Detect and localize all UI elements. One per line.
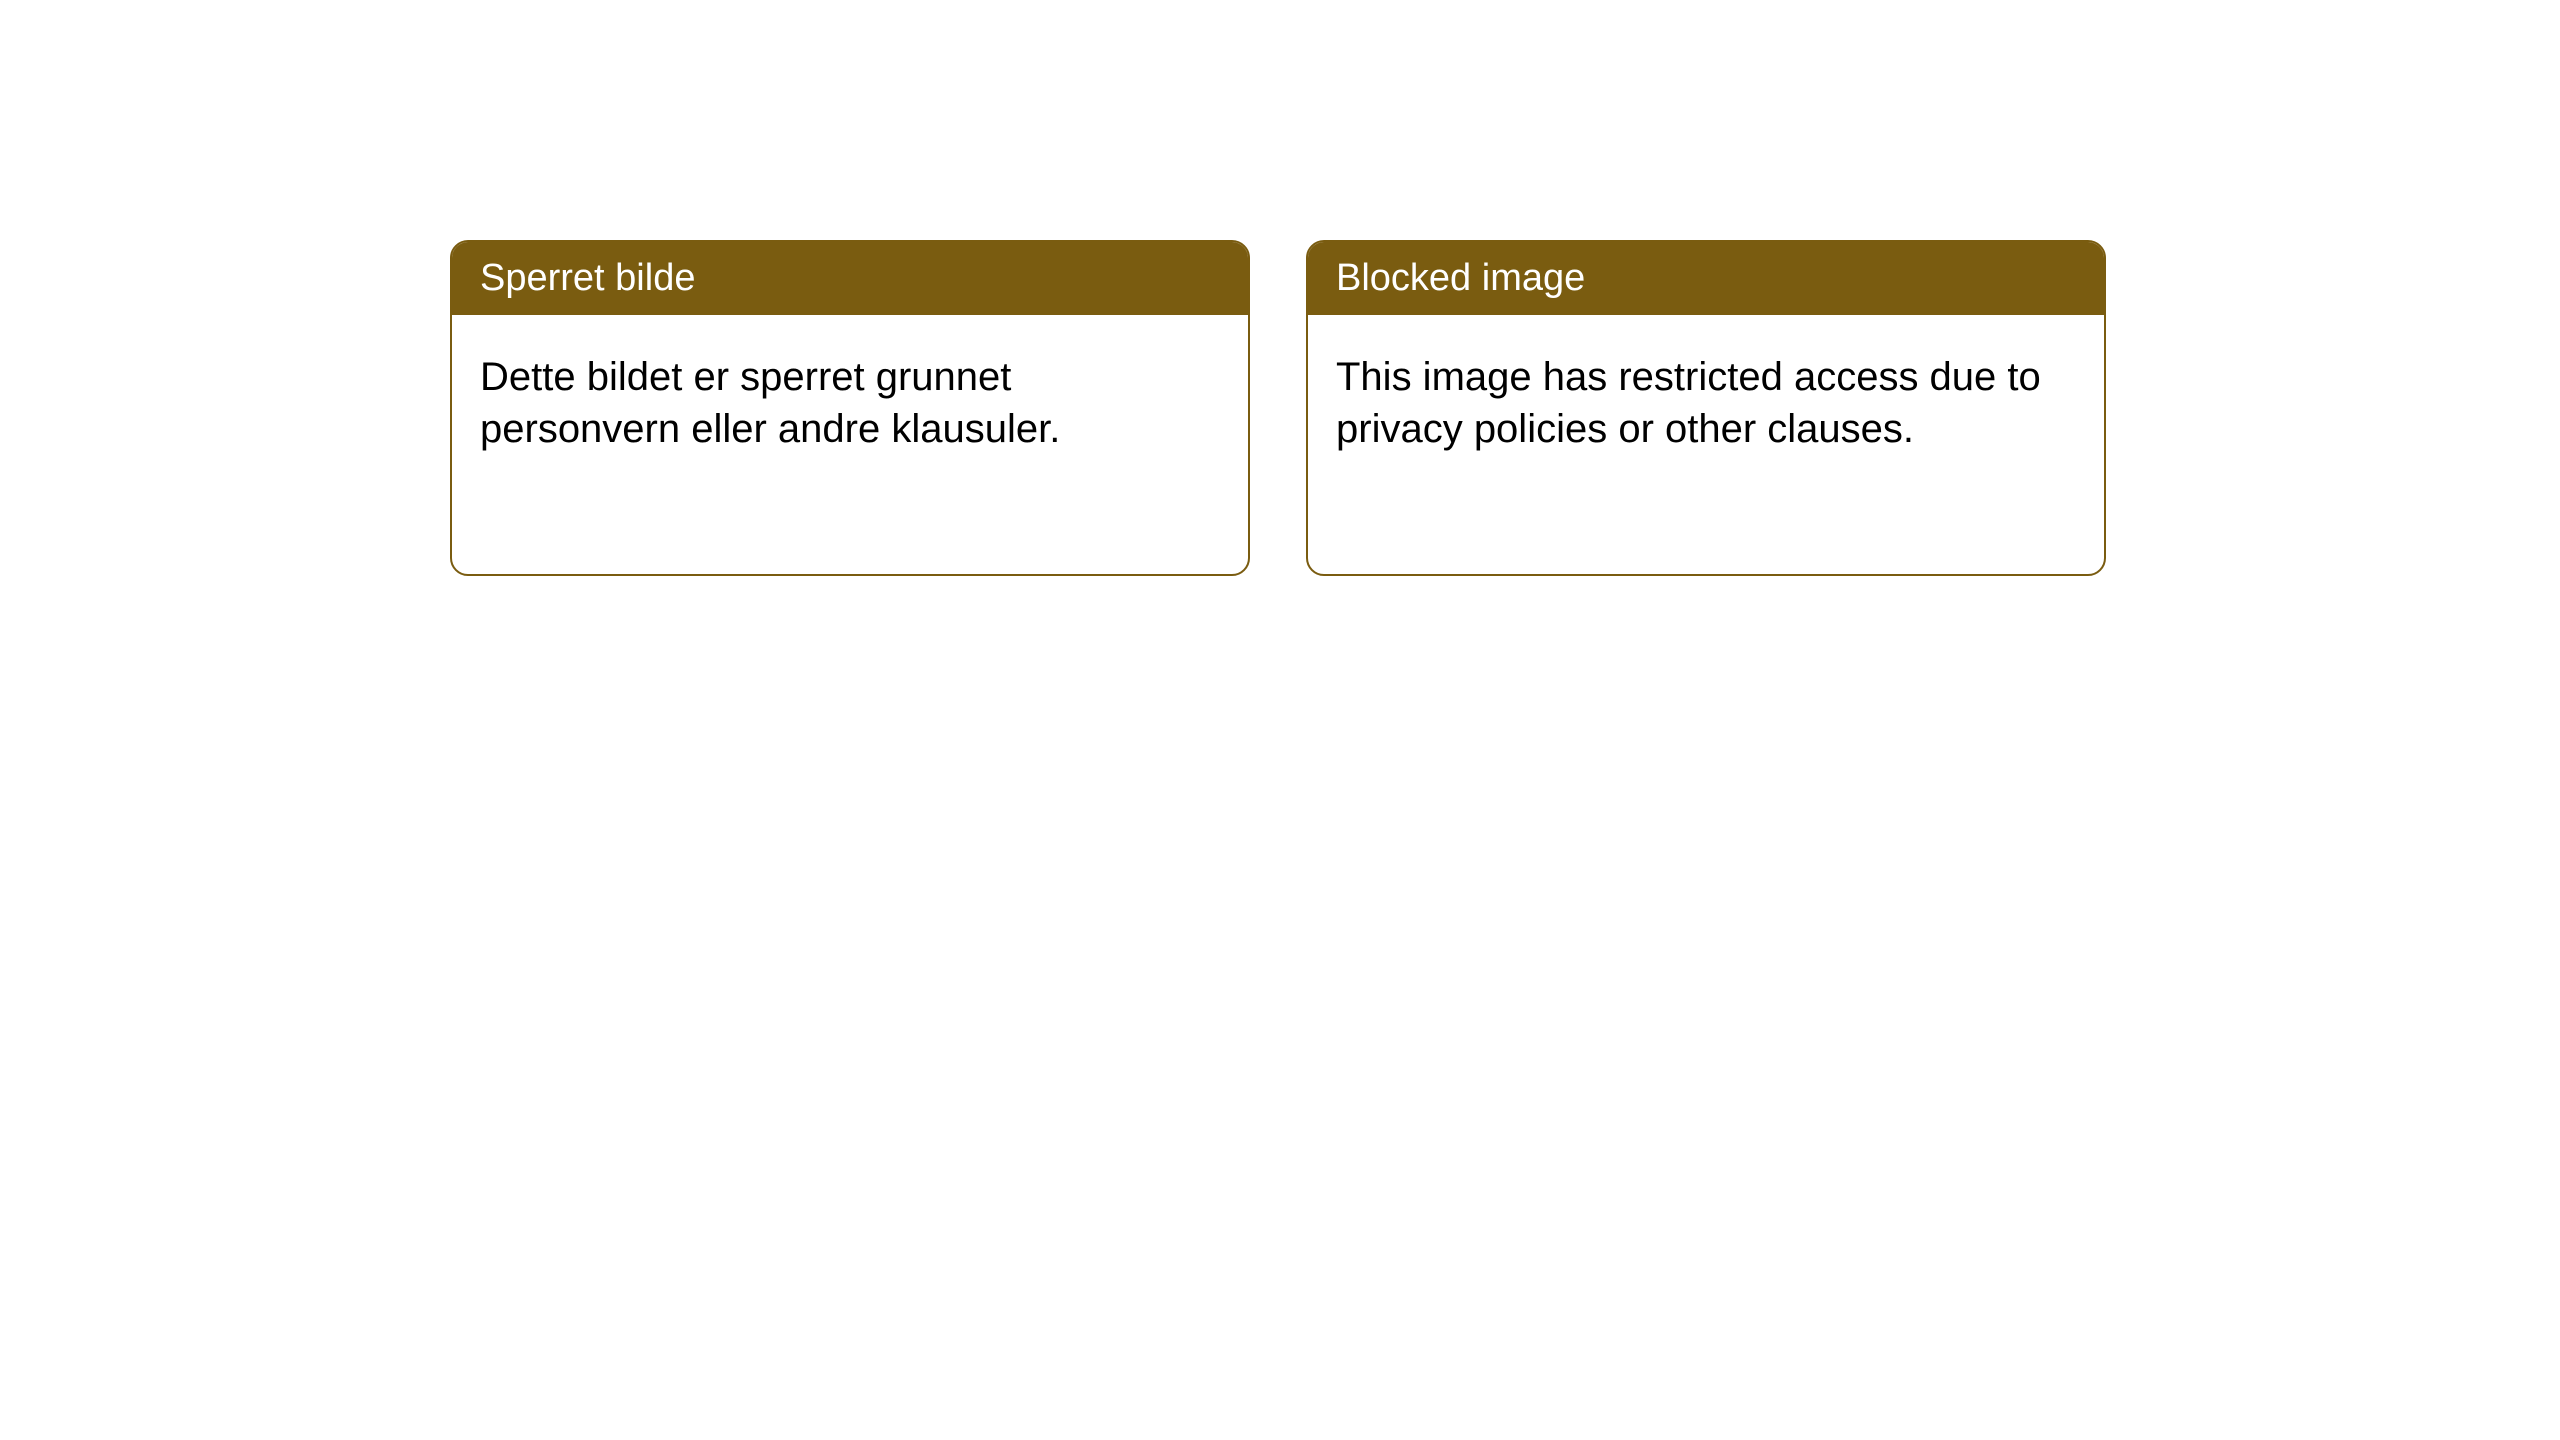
notice-body: This image has restricted access due to …	[1308, 315, 2104, 491]
notice-title: Blocked image	[1336, 257, 1585, 299]
notice-header: Sperret bilde	[452, 242, 1248, 315]
notice-card-english: Blocked image This image has restricted …	[1306, 240, 2106, 576]
notice-title: Sperret bilde	[480, 257, 695, 299]
notice-body: Dette bildet er sperret grunnet personve…	[452, 315, 1248, 491]
notice-container: Sperret bilde Dette bildet er sperret gr…	[450, 240, 2106, 576]
notice-card-norwegian: Sperret bilde Dette bildet er sperret gr…	[450, 240, 1250, 576]
notice-header: Blocked image	[1308, 242, 2104, 315]
notice-body-text: This image has restricted access due to …	[1336, 355, 2041, 451]
notice-body-text: Dette bildet er sperret grunnet personve…	[480, 355, 1060, 451]
